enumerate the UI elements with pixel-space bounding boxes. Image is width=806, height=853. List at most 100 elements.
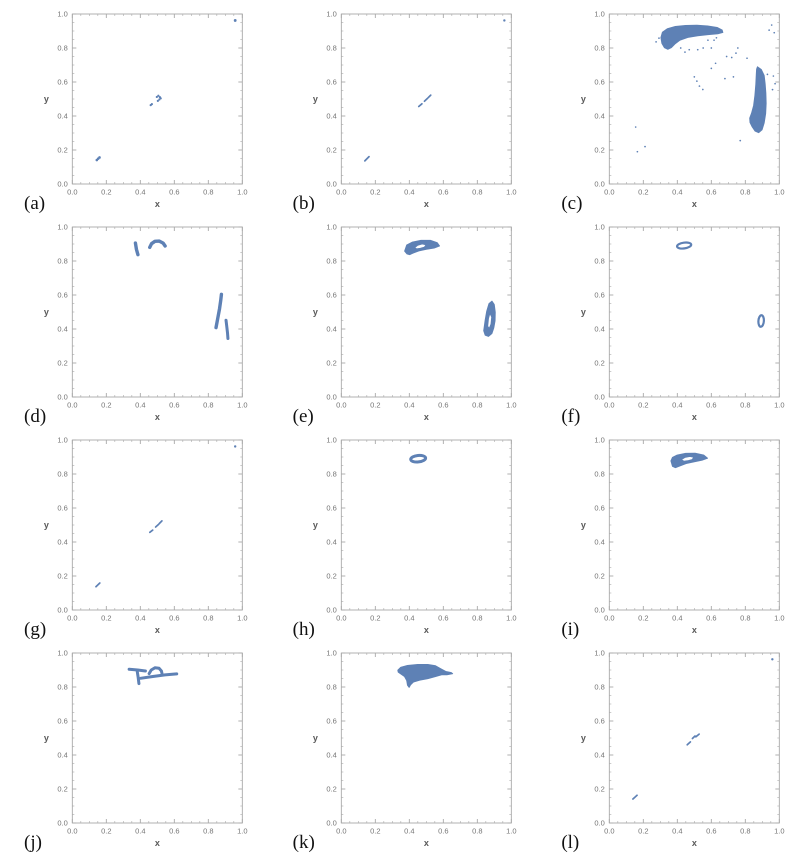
figure-panel-d: 0.0 0.0 0.2 0.2 0.4 0.4 0.6 0.6 0.8 0.8 1.0 1.0 x y (d… — [0, 213, 269, 426]
axis-ticks: 0.00.0 0.2 0.2 0.4 0.4 0.6 0.6 0.8 0.8 1.0 1.0 — [595, 10, 785, 197]
x-tick-label: 1.0 — [237, 188, 247, 197]
x-axis-label: x — [423, 412, 428, 422]
x-tick-label: 0.0 — [604, 188, 614, 197]
x-axis-label: x — [423, 199, 428, 209]
data-dot — [710, 67, 713, 70]
x-tick-label: 1.0 — [506, 614, 516, 623]
y-tick-label: 1.0 — [595, 10, 605, 19]
data-dot — [713, 39, 716, 42]
x-tick-label: 0.6 — [438, 401, 448, 410]
x-tick-label: 0.8 — [472, 401, 482, 410]
y-tick-label: 1.0 — [326, 436, 336, 445]
y-tick-label: 0.2 — [326, 146, 336, 155]
x-axis-label: x — [155, 199, 160, 209]
axis-ticks: 0.00.0 0.2 0.2 0.4 0.4 0.6 0.6 0.8 0.8 1.0 1.0 — [595, 649, 785, 836]
y-tick-label: 0.8 — [57, 683, 67, 692]
y-tick-label: 0.6 — [57, 504, 67, 513]
y-tick-label: 0.0 — [57, 606, 67, 615]
scatter-plot-c: 0.00.0 0.2 0.2 0.4 0.4 0.6 0.6 0.8 0.8 1.0 1.0 x y — [581, 10, 785, 209]
y-tick-label: 0.2 — [326, 572, 336, 581]
data-dot — [739, 139, 742, 142]
x-tick-label: 1.0 — [237, 614, 247, 623]
panel-label-c: (c) — [561, 193, 583, 214]
y-tick-label: 0.6 — [595, 717, 605, 726]
plot-frame — [609, 439, 781, 611]
y-tick-label: 0.6 — [57, 717, 67, 726]
y-tick-label: 0.4 — [57, 325, 67, 334]
data-dot — [771, 658, 774, 661]
data-stroke — [147, 666, 164, 676]
y-axis-label: y — [44, 307, 49, 317]
y-tick-label: 1.0 — [595, 436, 605, 445]
y-tick-label: 0.8 — [326, 470, 336, 479]
y-axis-label: y — [581, 307, 586, 317]
data-stroke — [695, 733, 701, 738]
plot-frame — [71, 226, 243, 398]
x-tick-label: 0.6 — [706, 401, 716, 410]
data-stroke — [686, 741, 692, 746]
data-layer — [676, 241, 766, 328]
y-tick-label: 0.0 — [57, 393, 67, 402]
y-tick-label: 0.6 — [326, 717, 336, 726]
axis-ticks: 0.00.0 0.2 0.2 0.4 0.4 0.6 0.6 0.8 0.8 1.0 1.0 — [326, 649, 516, 836]
x-tick-label: 0.4 — [672, 188, 682, 197]
axis-ticks: 0.00.0 0.2 0.2 0.4 0.4 0.6 0.6 0.8 0.8 1.0 1.0 — [57, 436, 247, 623]
panel-label-j: (j) — [24, 832, 42, 853]
x-tick-label: 0.2 — [638, 827, 648, 836]
plot-frame — [340, 226, 512, 398]
x-tick-label: 0.2 — [101, 827, 111, 836]
panel-label-h: (h) — [292, 619, 315, 640]
x-tick-label: 0.2 — [370, 188, 380, 197]
figure-panel-a: 0.0 0.0 0.2 0.2 0.4 0.4 0.6 0.6 0.8 0.8 1.0 1.0 x y (a… — [0, 0, 269, 213]
x-tick-label: 0.2 — [638, 188, 648, 197]
plot-frame — [609, 226, 781, 398]
y-tick-label: 0.8 — [595, 470, 605, 479]
x-tick-label: 1.0 — [506, 188, 516, 197]
x-tick-label: 0.0 — [336, 401, 346, 410]
axis-ticks: 0.00.0 0.2 0.2 0.4 0.4 0.6 0.6 0.8 0.8 1.0 1.0 — [326, 223, 516, 410]
x-tick-label: 0.2 — [370, 401, 380, 410]
data-dot — [766, 73, 769, 76]
data-blob — [749, 66, 767, 134]
x-tick-label: 0.0 — [336, 614, 346, 623]
y-tick-label: 0.0 — [595, 606, 605, 615]
data-stroke — [417, 102, 423, 108]
figure-panel-c: 0.0 0.0 0.2 0.2 0.4 0.4 0.6 0.6 0.8 0.8 1.0 1.0 x y (c… — [537, 0, 806, 213]
data-stroke — [148, 529, 154, 534]
data-stroke — [139, 672, 179, 680]
y-tick-label: 0.4 — [326, 751, 336, 760]
y-tick-label: 0.2 — [595, 146, 605, 155]
data-blob — [670, 452, 709, 469]
y-tick-label: 0.2 — [595, 359, 605, 368]
y-tick-label: 0.4 — [595, 751, 605, 760]
data-dot — [726, 55, 728, 58]
data-layer — [363, 19, 506, 162]
y-tick-label: 1.0 — [57, 10, 67, 19]
x-tick-label: 0.8 — [740, 401, 750, 410]
x-tick-label: 0.0 — [604, 401, 614, 410]
data-dot — [746, 57, 749, 60]
panel-label-k: (k) — [292, 832, 315, 853]
axis-ticks: 0.00.0 0.2 0.2 0.4 0.4 0.6 0.6 0.8 0.8 1.0 1.0 — [326, 436, 516, 623]
x-axis-label: x — [692, 838, 697, 848]
x-tick-label: 1.0 — [237, 827, 247, 836]
x-tick-label: 0.6 — [438, 188, 448, 197]
x-tick-label: 0.2 — [638, 401, 648, 410]
data-dot — [155, 95, 158, 99]
y-tick-label: 1.0 — [57, 223, 67, 232]
y-tick-label: 0.6 — [595, 504, 605, 513]
data-dot — [156, 99, 159, 102]
y-axis-label: y — [312, 307, 317, 317]
scatter-plot-g: 0.00.0 0.2 0.2 0.4 0.4 0.6 0.6 0.8 0.8 1.0 1.0 x y — [44, 436, 248, 635]
y-axis-label: y — [312, 733, 317, 743]
data-blob — [482, 300, 496, 337]
data-stroke — [154, 523, 160, 528]
scatter-plot-f: 0.00.0 0.2 0.2 0.4 0.4 0.6 0.6 0.8 0.8 1.0 1.0 x y — [581, 223, 785, 422]
y-axis-label: y — [581, 520, 586, 530]
y-tick-label: 1.0 — [57, 649, 67, 658]
x-tick-label: 1.0 — [774, 188, 784, 197]
y-tick-label: 0.2 — [595, 572, 605, 581]
figure-panel-k: 0.0 0.0 0.2 0.2 0.4 0.4 0.6 0.6 0.8 0.8 1.0 1.0 x y (k… — [269, 639, 538, 852]
x-tick-label: 0.0 — [67, 827, 77, 836]
axis-ticks: 0.00.0 0.2 0.2 0.4 0.4 0.6 0.6 0.8 0.8 1.0 1.0 — [57, 649, 247, 836]
